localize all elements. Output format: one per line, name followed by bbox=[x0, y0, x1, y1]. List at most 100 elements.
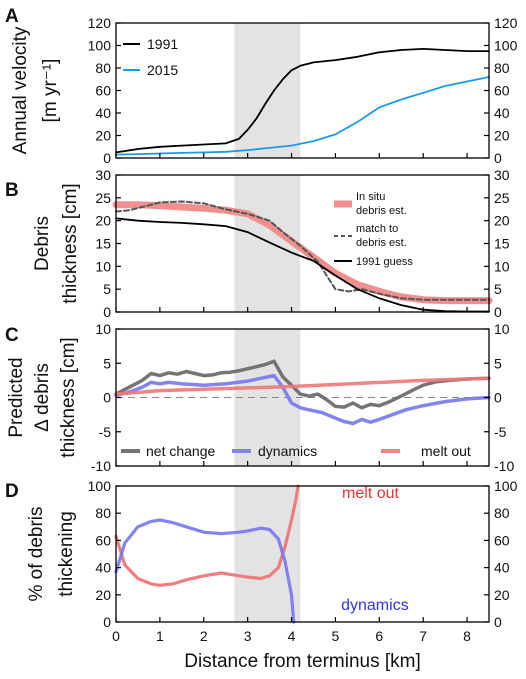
y-tick-label-right: 20 bbox=[494, 128, 510, 144]
y-tick-label-right: 20 bbox=[494, 213, 510, 229]
y-tick-label: 60 bbox=[95, 83, 111, 99]
y-tick-label-right: 5 bbox=[494, 355, 502, 371]
legend-label: 1991 guess bbox=[356, 256, 413, 268]
y-tick-label: 5 bbox=[103, 281, 111, 297]
y-tick-label: 15 bbox=[95, 236, 111, 252]
y-tick-label-right: -10 bbox=[494, 458, 514, 474]
y-tick-label: -5 bbox=[99, 424, 112, 440]
plot-frame bbox=[115, 485, 490, 623]
y-tick-label: 25 bbox=[95, 190, 111, 206]
y-tick-label: 100 bbox=[88, 478, 112, 494]
x-tick-label: 1 bbox=[156, 628, 164, 644]
y-tick-label-right: 40 bbox=[494, 560, 510, 576]
series-line-2015 bbox=[115, 76, 490, 156]
y-tick-label: 0 bbox=[103, 390, 111, 406]
y-axis-label: % of debris bbox=[26, 506, 47, 601]
legend-label: melt out bbox=[421, 443, 471, 459]
x-tick-label: 6 bbox=[375, 628, 383, 644]
y-tick-label-right: 30 bbox=[494, 167, 510, 183]
legend-label: debris est. bbox=[356, 237, 407, 249]
shaded-region bbox=[234, 23, 301, 158]
y-tick-label-right: 80 bbox=[494, 505, 510, 521]
y-axis-label: Δ debris bbox=[32, 363, 53, 432]
y-tick-label-right: 40 bbox=[494, 105, 510, 121]
series-line-dynamics bbox=[114, 373, 491, 426]
x-tick-label: 8 bbox=[463, 628, 471, 644]
y-tick-label-right: 10 bbox=[494, 321, 510, 337]
legend-label: 1991 bbox=[147, 36, 178, 52]
series-line-melt-out bbox=[114, 376, 491, 396]
y-tick-label-right: 80 bbox=[494, 60, 510, 76]
y-tick-label: 0 bbox=[103, 150, 111, 166]
y-tick-label: 0 bbox=[103, 614, 111, 630]
panel-letter: C bbox=[5, 325, 19, 346]
y-axis-label: [m yr⁻¹] bbox=[40, 59, 61, 123]
y-tick-label-right: 60 bbox=[494, 532, 510, 548]
y-axis-label: Predicted bbox=[6, 357, 27, 437]
y-tick-label: 80 bbox=[95, 60, 111, 76]
y-tick-label-right: 100 bbox=[494, 478, 518, 494]
y-axis-label: thickening bbox=[56, 511, 77, 597]
legend-label: dynamics bbox=[258, 443, 317, 459]
y-tick-label: 10 bbox=[95, 258, 111, 274]
y-tick-label-right: 25 bbox=[494, 190, 510, 206]
legend-label: In situ bbox=[356, 191, 385, 203]
annotation-dynamics: dynamics bbox=[341, 597, 409, 614]
y-tick-label-right: -5 bbox=[494, 424, 507, 440]
y-tick-label: 20 bbox=[95, 128, 111, 144]
y-tick-label-right: 10 bbox=[494, 258, 510, 274]
y-axis-label: thickness [cm] bbox=[60, 183, 81, 303]
y-tick-label-right: 20 bbox=[494, 587, 510, 603]
y-tick-label-right: 0 bbox=[494, 614, 502, 630]
y-tick-label: 0 bbox=[103, 304, 111, 320]
series-line-melt-out bbox=[114, 484, 300, 587]
y-tick-label-right: 120 bbox=[494, 15, 518, 31]
x-tick-label: 0 bbox=[112, 628, 120, 644]
y-tick-label-right: 60 bbox=[494, 83, 510, 99]
series-line-dynamics bbox=[114, 518, 296, 624]
annotation-melt-out: melt out bbox=[342, 485, 399, 502]
y-tick-label-right: 0 bbox=[494, 150, 502, 166]
y-tick-label: 40 bbox=[95, 560, 111, 576]
y-tick-label: 30 bbox=[95, 167, 111, 183]
series-line-net-change bbox=[114, 359, 491, 410]
panel-letter: A bbox=[5, 6, 19, 27]
y-tick-label: 20 bbox=[95, 587, 111, 603]
x-tick-label: 2 bbox=[200, 628, 208, 644]
y-tick-label: 80 bbox=[95, 505, 111, 521]
legend-label: debris est. bbox=[356, 205, 407, 217]
y-axis-label: Annual velocity bbox=[10, 26, 31, 154]
y-tick-label-right: 5 bbox=[494, 281, 502, 297]
x-tick-label: 5 bbox=[332, 628, 340, 644]
y-tick-label: 100 bbox=[88, 38, 112, 54]
legend-label: 2015 bbox=[147, 62, 178, 78]
panel-letter: B bbox=[5, 180, 19, 201]
series-line-1991-guess bbox=[115, 217, 490, 313]
x-tick-label: 7 bbox=[419, 628, 427, 644]
panel-b: 0 0 5 5 10 10 15 15 20 20 25 25 30 30 B Debris thickness… bbox=[5, 167, 510, 320]
y-tick-label: 10 bbox=[95, 321, 111, 337]
y-tick-label-right: 0 bbox=[494, 390, 502, 406]
x-tick-label: 3 bbox=[244, 628, 252, 644]
x-tick-label: 4 bbox=[288, 628, 296, 644]
y-tick-label: 5 bbox=[103, 355, 111, 371]
panel-c: -10 -10 -5 -5 0 0 5 5 10 10 C Predicted Δ debris thic… bbox=[5, 321, 514, 474]
y-tick-label-right: 0 bbox=[494, 304, 502, 320]
y-axis-label: thickness [cm] bbox=[58, 337, 79, 457]
y-tick-label: 20 bbox=[95, 213, 111, 229]
legend-label: net change bbox=[146, 443, 215, 459]
plot-frame bbox=[115, 174, 490, 313]
y-tick-label: 60 bbox=[95, 532, 111, 548]
y-tick-label: 120 bbox=[88, 15, 112, 31]
series-line-match-to-debris-est- bbox=[115, 200, 490, 301]
y-tick-label-right: 15 bbox=[494, 236, 510, 252]
y-tick-label: -10 bbox=[91, 458, 111, 474]
y-tick-label-right: 100 bbox=[494, 38, 518, 54]
y-axis-label: Debris bbox=[32, 216, 53, 271]
y-tick-label: 40 bbox=[95, 105, 111, 121]
series-line-1991 bbox=[115, 48, 490, 154]
x-axis-label: Distance from terminus [km] bbox=[184, 651, 421, 672]
